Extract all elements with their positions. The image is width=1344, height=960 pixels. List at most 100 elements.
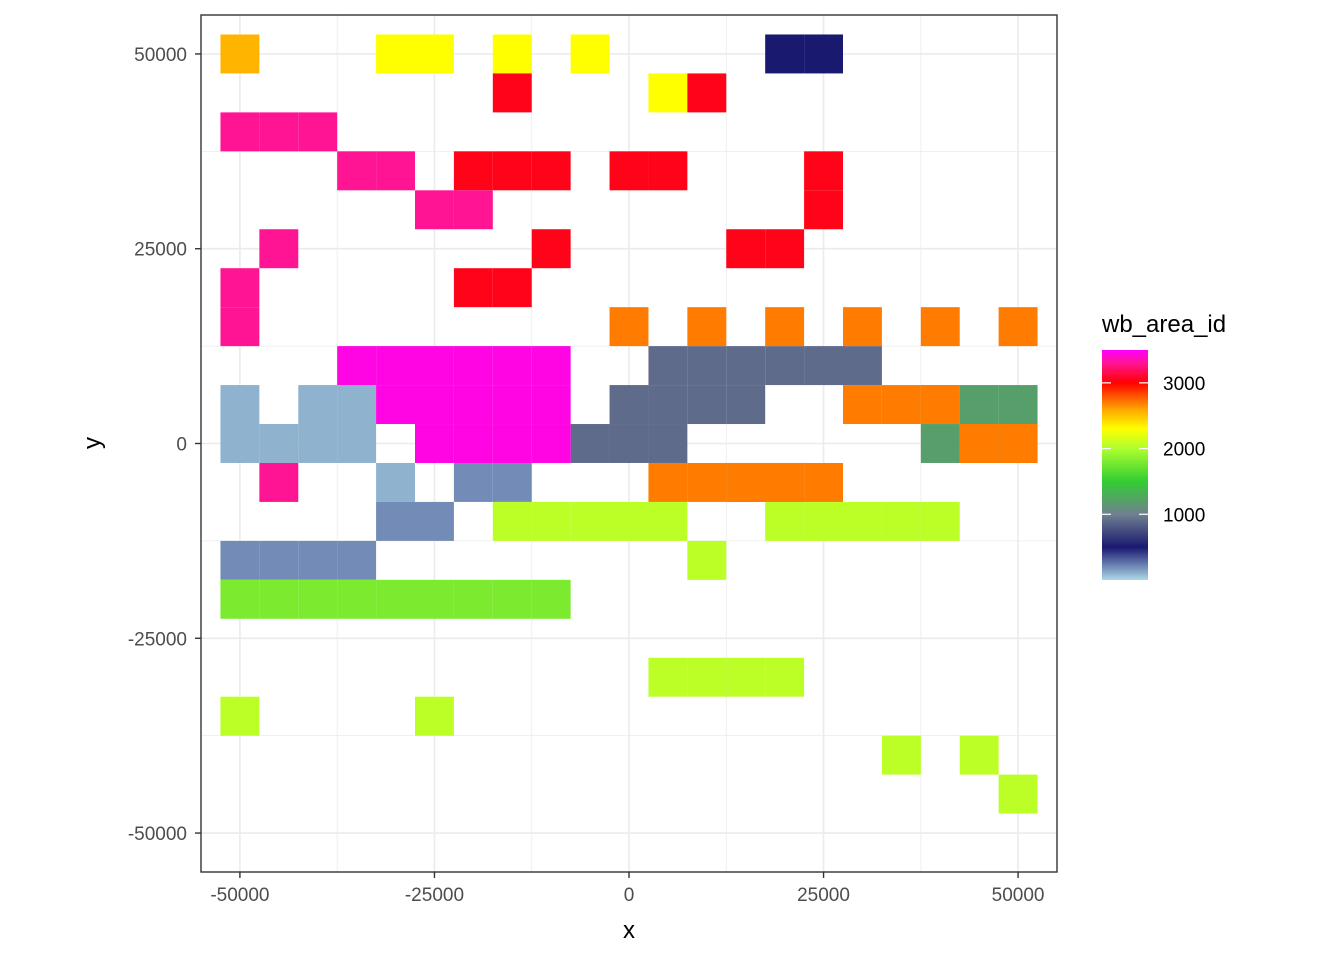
y-tick-label: -25000 xyxy=(128,629,187,650)
y-tick-label: 0 xyxy=(176,435,187,456)
raster-cell xyxy=(804,346,843,386)
region-slate-east-upper xyxy=(570,346,882,463)
raster-cell xyxy=(415,34,454,74)
raster-cell xyxy=(531,385,571,425)
legend-title: wb_area_id xyxy=(1101,311,1226,338)
raster-cell xyxy=(920,307,960,347)
raster-cell xyxy=(726,385,766,425)
raster-cell xyxy=(609,424,649,463)
raster-cell xyxy=(259,424,299,463)
raster-cell xyxy=(765,501,805,541)
raster-cell xyxy=(220,385,260,425)
raster-cell xyxy=(337,579,377,619)
raster-cell xyxy=(376,462,415,502)
raster-cell xyxy=(648,385,688,425)
legend-break-label: 1000 xyxy=(1163,505,1205,526)
raster-cell xyxy=(843,385,882,425)
raster-cell xyxy=(298,112,338,152)
raster-cell xyxy=(687,346,727,386)
raster-cell xyxy=(337,151,377,191)
region-pink-west xyxy=(220,112,493,502)
raster-cell xyxy=(804,190,843,230)
raster-cell xyxy=(648,657,688,697)
raster-cell xyxy=(376,34,415,74)
raster-cell xyxy=(765,34,805,74)
raster-cell xyxy=(337,424,377,463)
raster-cell xyxy=(687,385,727,425)
raster-cell xyxy=(804,34,843,74)
raster-cell xyxy=(804,151,843,191)
raster-cell xyxy=(998,307,1038,347)
raster-cell xyxy=(453,346,493,386)
raster-cell xyxy=(648,462,688,502)
raster-cell xyxy=(609,307,649,347)
raster-cell xyxy=(492,73,532,113)
x-axis-title: x xyxy=(623,917,635,944)
raster-cell xyxy=(220,540,260,580)
raster-cell xyxy=(259,229,299,269)
raster-cell xyxy=(415,346,454,386)
raster-cell xyxy=(765,462,805,502)
raster-cell xyxy=(843,501,882,541)
raster-cell xyxy=(687,462,727,502)
raster-cell xyxy=(765,346,805,386)
raster-cell xyxy=(570,34,610,74)
raster-cell xyxy=(881,385,921,425)
x-tick-label: 25000 xyxy=(797,885,850,906)
raster-cell xyxy=(453,151,493,191)
region-steel-blue-river xyxy=(220,462,532,580)
raster-cell xyxy=(687,540,727,580)
raster-cell xyxy=(648,151,688,191)
raster-cell xyxy=(531,501,571,541)
raster-cell xyxy=(531,229,571,269)
raster-cell xyxy=(687,657,727,697)
raster-cell xyxy=(531,346,571,386)
y-tick-label: 25000 xyxy=(134,240,187,261)
region-light-blue-river-west xyxy=(220,385,415,502)
raster-cell xyxy=(920,424,960,463)
legend-break-label: 3000 xyxy=(1163,374,1205,395)
raster-cell xyxy=(648,424,688,463)
raster-cell xyxy=(648,346,688,386)
raster-cell xyxy=(531,151,571,191)
raster-cell xyxy=(415,579,454,619)
raster-cell xyxy=(492,346,532,386)
raster-cell xyxy=(726,462,766,502)
raster-cell xyxy=(259,462,299,502)
raster-cell xyxy=(765,229,805,269)
raster-cell xyxy=(259,540,299,580)
raster-cell xyxy=(492,501,532,541)
raster-cell xyxy=(881,501,921,541)
raster-cell xyxy=(959,424,999,463)
raster-cell xyxy=(959,385,999,425)
legend-break-label: 2000 xyxy=(1163,440,1205,461)
raster-cell xyxy=(259,112,299,152)
raster-cell xyxy=(726,657,766,697)
raster-cell xyxy=(337,346,377,386)
raster-cell xyxy=(687,73,727,113)
raster-cell xyxy=(259,579,299,619)
region-orange-north-corner xyxy=(220,34,260,74)
raster-cell xyxy=(726,346,766,386)
raster-cell xyxy=(453,268,493,308)
raster-cell xyxy=(298,579,338,619)
raster-cell xyxy=(920,501,960,541)
legend: wb_area_id 1000 2000 3000 xyxy=(1101,311,1226,580)
raster-cell xyxy=(453,462,493,502)
raster-cell xyxy=(531,424,571,463)
x-tick-label: -50000 xyxy=(210,885,269,906)
raster-cell xyxy=(298,424,338,463)
raster-cell xyxy=(415,696,454,736)
x-tick-label: 50000 xyxy=(992,885,1045,906)
raster-cell xyxy=(220,34,260,74)
raster-regions xyxy=(220,34,1038,814)
raster-cell xyxy=(804,501,843,541)
raster-cell xyxy=(376,346,415,386)
region-orange-river-east xyxy=(609,307,1038,502)
raster-cell xyxy=(570,501,610,541)
raster-cell xyxy=(376,501,415,541)
raster-cell xyxy=(570,424,610,463)
x-axis: -50000 -25000 0 25000 50000 xyxy=(210,872,1045,906)
raster-cell xyxy=(415,501,454,541)
